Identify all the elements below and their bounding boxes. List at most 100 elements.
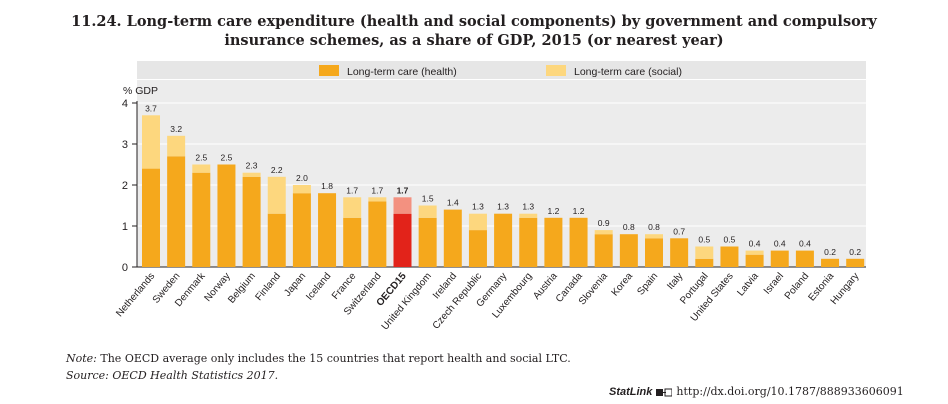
data-label: 0.7: [673, 226, 685, 236]
legend-background: [137, 61, 866, 79]
bar-health: [519, 217, 538, 267]
bar-health: [267, 213, 286, 267]
bar-social: [418, 205, 437, 218]
note-label: Note:: [66, 352, 97, 365]
bar-health: [720, 246, 739, 267]
bar-health: [645, 238, 663, 267]
x-tick-label: Finland: [254, 271, 284, 303]
bar-health: [670, 238, 689, 267]
x-tick-label: Korea: [610, 271, 636, 299]
bar-social: [292, 185, 311, 194]
bar-health: [695, 258, 714, 267]
bar-health: [318, 193, 337, 267]
bar-health: [292, 193, 311, 267]
data-label: 1.8: [321, 181, 333, 191]
data-label: 1.2: [573, 206, 585, 216]
x-tick-label: Israel: [762, 271, 786, 297]
data-label: 0.4: [749, 239, 761, 249]
bar-health: [770, 250, 789, 267]
bar-social: [192, 164, 211, 173]
data-label: 0.5: [724, 235, 736, 245]
x-tick-label: Iceland: [304, 271, 333, 303]
x-tick-label: Spain: [635, 271, 660, 298]
data-label: 0.4: [774, 239, 786, 249]
y-tick-label: 1: [122, 221, 128, 233]
bar-health: [544, 217, 563, 267]
data-label: 3.7: [145, 103, 157, 113]
bar-social: [393, 197, 412, 214]
data-label: 2.3: [246, 161, 258, 171]
source-text: Source: OECD Health Statistics 2017.: [66, 369, 279, 382]
x-tick-label: Italy: [665, 271, 685, 292]
bar-health: [745, 254, 764, 267]
bar-health: [142, 168, 160, 267]
data-label: 1.3: [472, 202, 484, 212]
note-text: The OECD average only includes the 15 co…: [96, 352, 571, 365]
y-tick-label: 3: [122, 139, 128, 151]
bar-health: [494, 213, 513, 267]
data-label: 2.2: [271, 165, 283, 175]
data-label: 0.8: [648, 222, 660, 232]
chart-title-line-1: 11.24. Long-term care expenditure (healt…: [71, 13, 877, 30]
data-label: 0.9: [598, 218, 610, 228]
legend-swatch: [319, 65, 339, 76]
statlink: StatLink http://dx.doi.org/10.1787/888933…: [609, 385, 904, 398]
legend-swatch: [546, 65, 566, 76]
bar-health: [443, 209, 462, 267]
bar-social: [267, 176, 286, 214]
chart-title: 11.24. Long-term care expenditure (healt…: [0, 12, 948, 50]
bar-health: [343, 217, 362, 267]
y-tick-label: 2: [122, 180, 128, 192]
bar-social: [745, 250, 764, 255]
data-label: 1.5: [422, 194, 434, 204]
x-tick-label: Netherlands: [114, 271, 157, 319]
bar-health: [569, 217, 588, 267]
data-label: 1.3: [497, 202, 509, 212]
bar-social: [142, 115, 160, 169]
data-label: 0.4: [799, 239, 811, 249]
chart-notes: Note: The OECD average only includes the…: [66, 350, 571, 384]
y-axis-label: % GDP: [123, 85, 158, 97]
bar-health: [418, 217, 437, 267]
data-label: 1.2: [547, 206, 559, 216]
bar-social: [594, 230, 613, 235]
x-tick-label: Latvia: [735, 271, 761, 299]
bar-health: [167, 156, 186, 267]
bar-social: [695, 246, 714, 259]
bar-social: [343, 197, 362, 218]
bar-health: [242, 176, 261, 267]
bar-social: [167, 135, 186, 157]
data-label: 1.3: [522, 202, 534, 212]
source-line: Source: OECD Health Statistics 2017.: [66, 367, 571, 384]
bar-health: [619, 234, 638, 267]
data-label: 0.2: [824, 247, 836, 257]
data-label: 3.2: [170, 124, 182, 134]
data-label: 1.7: [371, 185, 383, 195]
bar-social: [368, 197, 387, 202]
chart-title-line-2: insurance schemes, as a share of GDP, 20…: [224, 32, 724, 49]
note-line: Note: The OECD average only includes the…: [66, 350, 571, 367]
bar-health: [393, 213, 412, 267]
y-tick-label: 4: [122, 98, 128, 110]
bar-chart: 0 1 2 3 4% GDP Long-term care (health) Long-te…: [114, 61, 866, 332]
bar-health: [846, 258, 865, 267]
bar-social: [519, 213, 538, 218]
data-label: 0.8: [623, 222, 635, 232]
y-tick-label: 0: [122, 262, 128, 274]
bar-health: [368, 201, 387, 267]
legend-label: Long-term care (social): [574, 66, 682, 78]
statlink-label: StatLink: [609, 386, 653, 398]
bar-health: [594, 234, 613, 267]
data-label: 2.5: [195, 153, 207, 163]
bar-health: [217, 164, 236, 267]
x-tick-label: Belgium: [226, 271, 258, 306]
bar-social: [468, 213, 487, 231]
bar-health: [468, 230, 487, 267]
statlink-icon: [656, 388, 673, 396]
data-label: 0.2: [849, 247, 861, 257]
data-label: 1.7: [346, 185, 358, 195]
bar-health: [192, 172, 211, 267]
data-label: 0.5: [698, 235, 710, 245]
bar-health: [821, 258, 840, 267]
statlink-url[interactable]: http://dx.doi.org/10.1787/888933606091: [676, 385, 904, 398]
